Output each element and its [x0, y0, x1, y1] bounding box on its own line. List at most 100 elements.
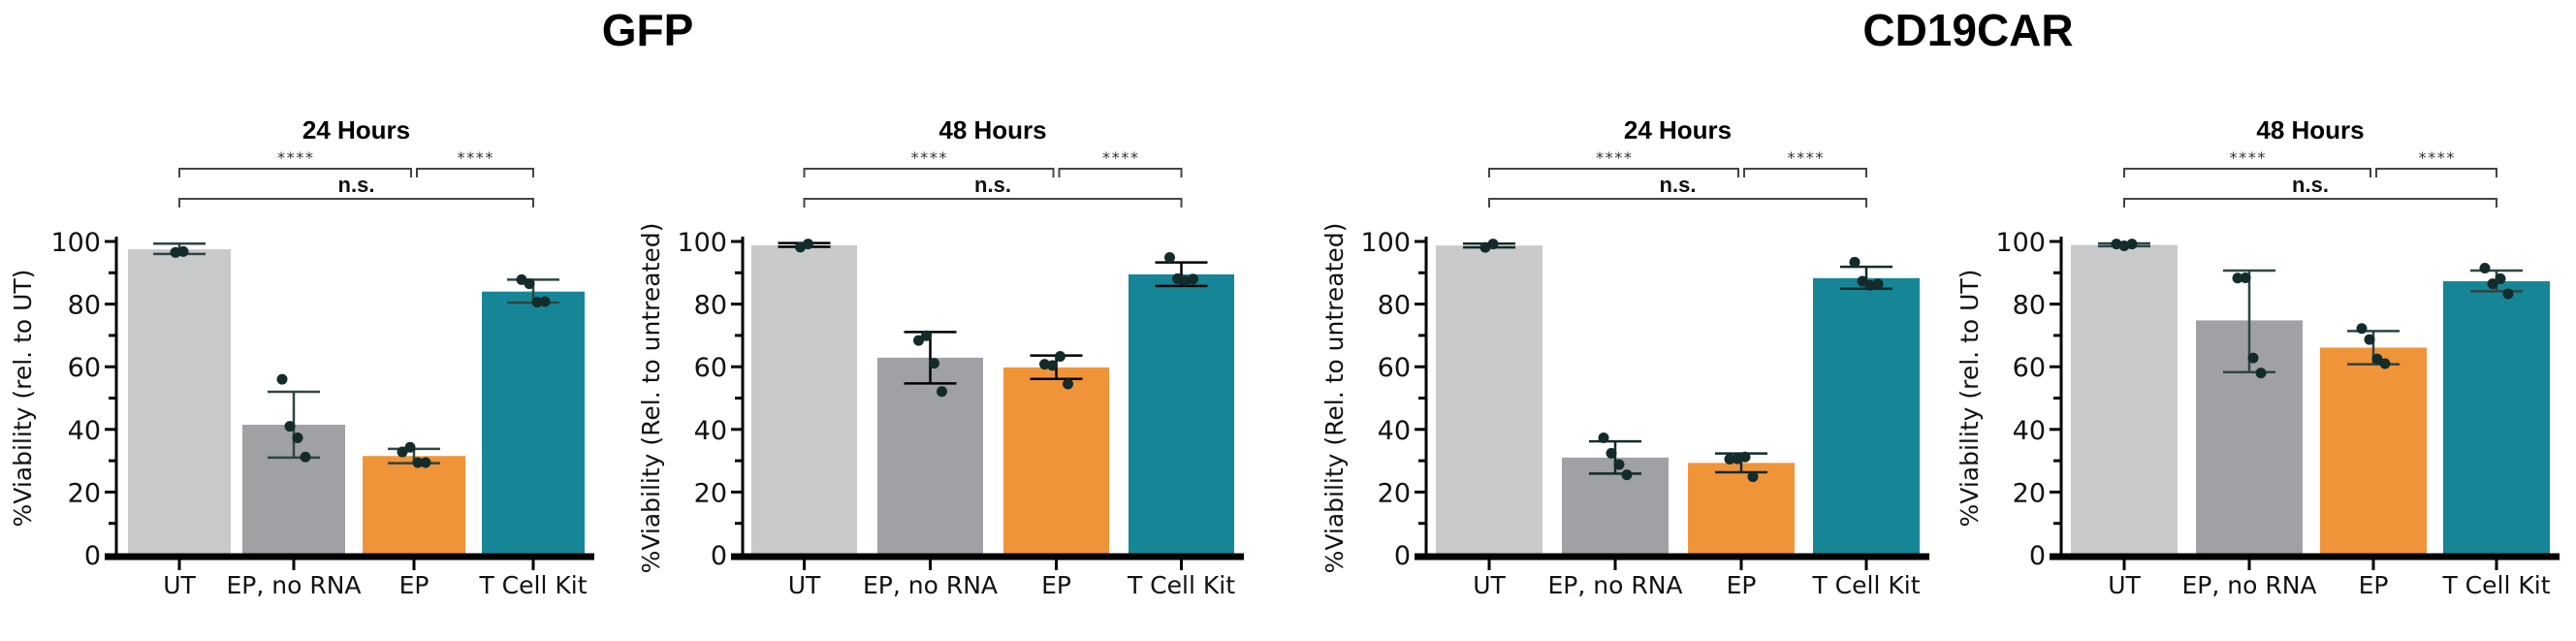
significance-bracket: [803, 198, 1183, 208]
y-tick-label: 80: [1378, 291, 1411, 321]
x-category-label: UT: [163, 571, 196, 599]
significance-bracket: [178, 168, 412, 177]
chart-panel-3: 24 Hours **** **** n.s. 0 20 40 60 80 100 %Viabili…: [1320, 115, 1929, 599]
y-tick-label: 40: [68, 416, 101, 446]
data-point: [2247, 352, 2259, 364]
significance-label-stars: ****: [2229, 148, 2267, 167]
data-point: [1188, 273, 1198, 285]
data-point: [300, 451, 311, 463]
x-category-label: EP, no RNA: [1547, 571, 1682, 599]
data-point: [2379, 358, 2391, 369]
y-tick-label: 40: [1378, 416, 1411, 446]
bar: [1436, 245, 1542, 555]
significance-label-ns: n.s.: [1660, 173, 1697, 197]
x-category-label: EP: [1727, 571, 1757, 599]
data-point: [1164, 251, 1175, 263]
significance-bracket: [803, 168, 1055, 177]
y-tick-label: 0: [711, 541, 727, 571]
significance-label-stars: ****: [2418, 148, 2456, 167]
significance-label-stars: ****: [1595, 148, 1633, 167]
y-tick-label: 20: [694, 478, 727, 508]
x-category-label: EP: [1041, 571, 1071, 599]
y-tick-label: 0: [2029, 541, 2046, 571]
data-point: [1487, 239, 1499, 250]
x-category-label: T Cell Kit: [478, 571, 587, 599]
data-point: [420, 457, 431, 468]
y-tick-label: 0: [1394, 541, 1411, 571]
data-point: [2255, 368, 2267, 379]
data-point: [2371, 353, 2383, 365]
data-point: [1613, 459, 1625, 470]
panels: 24 Hours **** **** n.s. 0 20 40 60 80 100 %Viabili…: [9, 115, 2560, 599]
data-point: [1063, 378, 1073, 390]
y-axis-label: %Viability (Rel. to untreated): [637, 223, 665, 574]
significance-label-ns: n.s.: [2292, 173, 2329, 197]
y-tick-label: 60: [2013, 353, 2046, 383]
bar: [2320, 347, 2427, 555]
data-point: [2495, 272, 2506, 284]
data-point: [539, 296, 551, 307]
data-point: [1747, 471, 1759, 483]
data-point: [177, 245, 189, 257]
x-category-label: UT: [788, 571, 821, 599]
data-point: [2364, 334, 2375, 345]
data-point: [921, 330, 932, 341]
y-tick-label: 80: [2013, 291, 2046, 321]
bar: [877, 357, 983, 555]
significance-label-ns: n.s.: [338, 173, 375, 197]
y-tick-label: 100: [677, 228, 727, 258]
data-point: [2240, 272, 2251, 283]
x-category-label: EP, no RNA: [226, 571, 361, 599]
data-point: [276, 373, 288, 385]
data-point: [2356, 323, 2368, 335]
x-category-label: UT: [2108, 571, 2141, 599]
data-point: [1621, 469, 1633, 481]
chart-panel-2: 48 Hours **** **** n.s. 0 20 40 60 80 100 %Viabili…: [637, 115, 1244, 599]
significance-bracket: [1743, 168, 1867, 177]
bar: [1688, 463, 1795, 555]
y-tick-label: 60: [694, 353, 727, 383]
y-tick-label: 40: [694, 416, 727, 446]
data-point: [1739, 451, 1751, 463]
panel-title: 24 Hours: [1624, 115, 1732, 144]
significance-bracket: [2123, 198, 2497, 208]
y-tick-label: 20: [1378, 478, 1411, 508]
significance-bracket: [416, 168, 534, 177]
x-category-label: EP, no RNA: [2181, 571, 2316, 599]
bar: [128, 249, 231, 555]
significance-bracket: [1488, 198, 1867, 208]
bar: [482, 291, 585, 555]
y-tick-label: 40: [2013, 416, 2046, 446]
data-point: [170, 246, 181, 258]
y-tick-label: 100: [50, 228, 101, 258]
data-point: [937, 386, 947, 398]
data-point: [404, 441, 416, 453]
y-axis-label: %Viability (Rel. to untreated): [1320, 223, 1349, 574]
y-tick-label: 100: [1360, 228, 1411, 258]
bar: [1129, 273, 1234, 555]
y-tick-label: 20: [68, 478, 101, 508]
panel-title: 48 Hours: [938, 115, 1046, 144]
y-tick-label: 100: [1995, 228, 2046, 258]
significance-label-stars: ****: [276, 148, 314, 167]
y-tick-label: 60: [1378, 353, 1411, 383]
data-point: [1872, 278, 1884, 290]
data-point: [1598, 433, 1609, 444]
significance-label-stars: ****: [1787, 148, 1825, 167]
x-category-label: T Cell Kit: [1127, 571, 1235, 599]
y-axis-label: %Viability (rel. to UT): [1956, 270, 1984, 528]
x-category-label: UT: [1473, 571, 1506, 599]
data-point: [2487, 278, 2498, 290]
chart-panel-1: 24 Hours **** **** n.s. 0 20 40 60 80 100 %Viabili…: [9, 115, 594, 599]
significance-label-stars: ****: [1101, 148, 1139, 167]
data-point: [1055, 351, 1065, 363]
significance-label-ns: n.s.: [974, 173, 1011, 197]
group-title-gfp: GFP: [602, 5, 694, 55]
bar: [2443, 281, 2550, 555]
y-tick-label: 80: [694, 291, 727, 321]
data-point: [292, 433, 303, 444]
bar: [1003, 367, 1109, 555]
data-point: [524, 278, 535, 290]
data-point: [929, 358, 939, 369]
